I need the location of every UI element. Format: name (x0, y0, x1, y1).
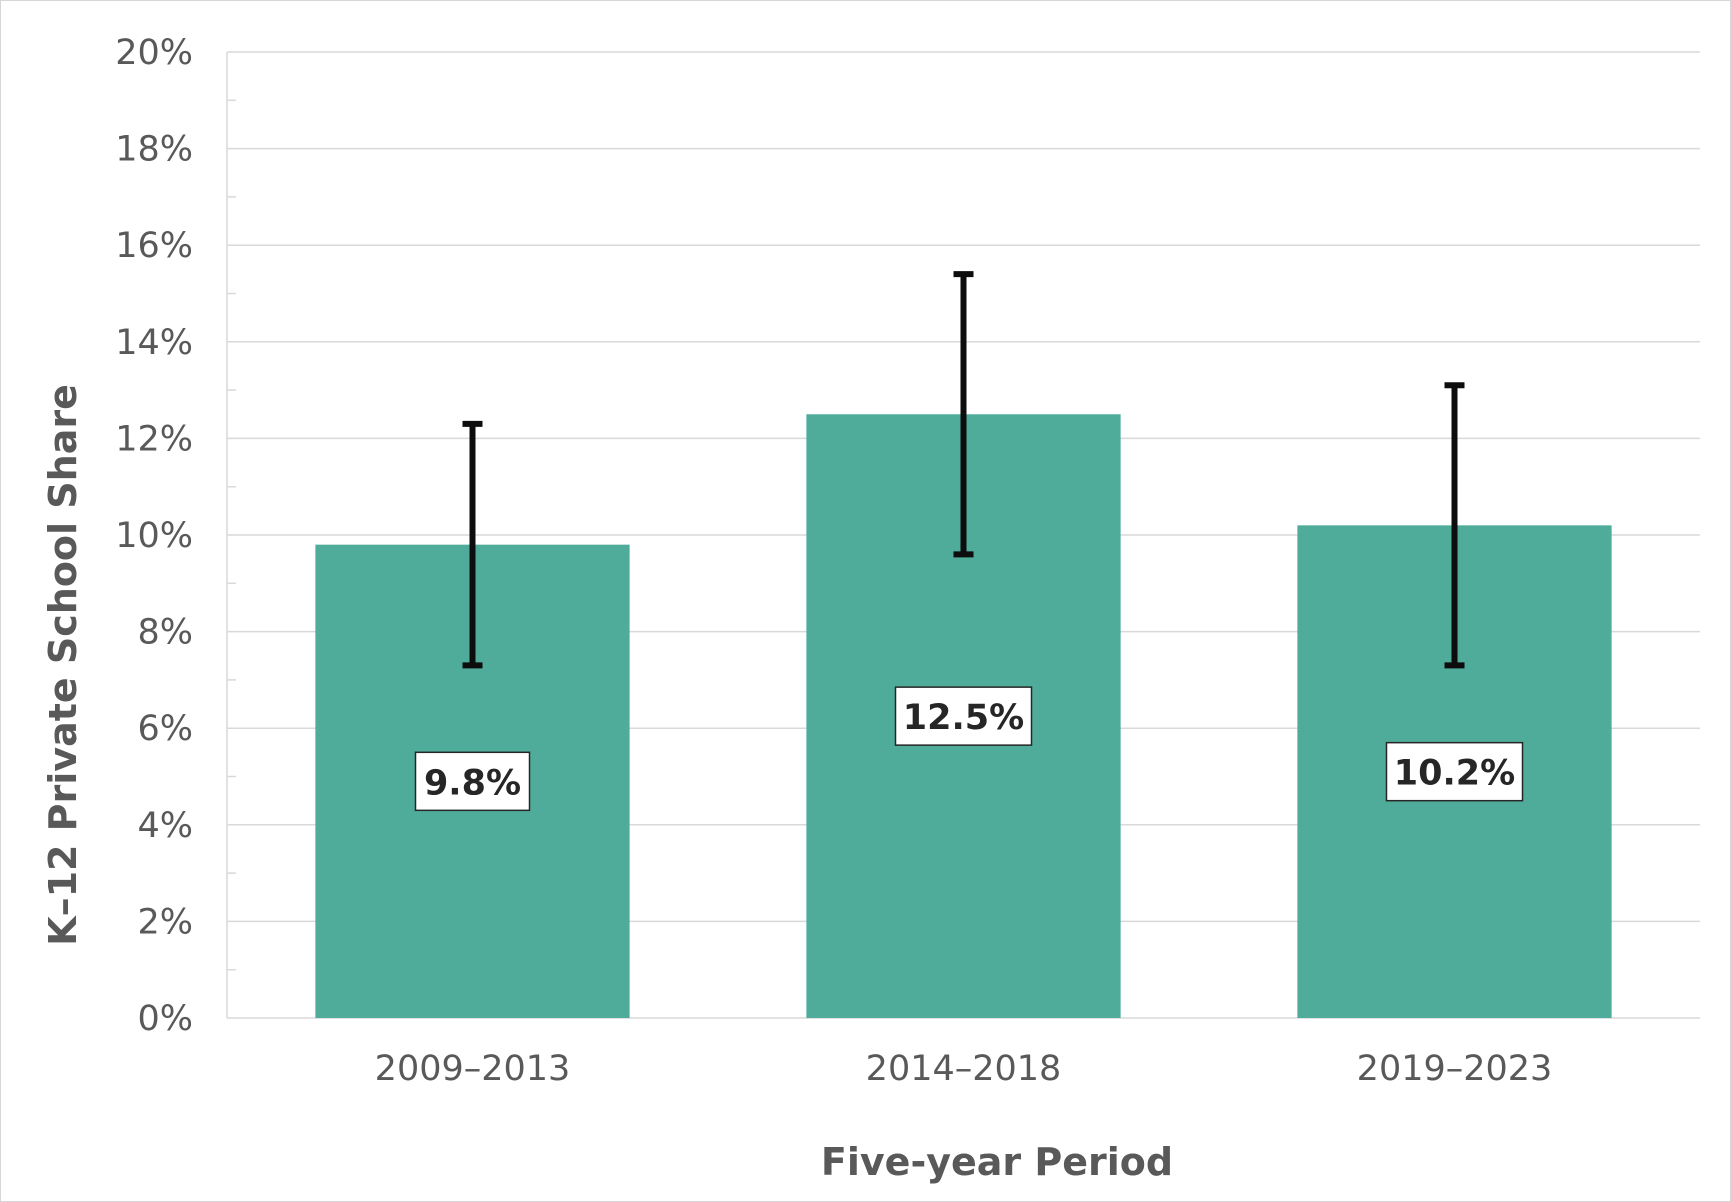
y-tick-label: 16% (115, 226, 193, 266)
error-bars (462, 271, 1465, 669)
data-label: 9.8% (424, 763, 521, 803)
y-tick-label: 12% (115, 419, 193, 459)
y-tick-label: 8% (137, 613, 193, 653)
data-label: 12.5% (903, 698, 1024, 738)
data-label: 10.2% (1394, 754, 1515, 794)
y-tick-label: 0% (137, 999, 193, 1039)
y-tick-label: 2% (137, 902, 193, 942)
data-label-box (1385, 741, 1524, 802)
tick-labels: 0% 2% 4% 6% 8% 10% 12% 14% 16% 18% 20% 2009–2013 201… (115, 33, 1552, 1089)
y-tick-label: 4% (137, 806, 193, 846)
y-tick-label: 20% (115, 33, 193, 73)
data-label-box (894, 686, 1033, 746)
y-tick-label: 18% (115, 130, 193, 170)
x-tick-label: 2019–2023 (1357, 1049, 1553, 1089)
x-tick-label: 2014–2018 (866, 1049, 1062, 1089)
error-bar (1444, 382, 1465, 669)
x-axis-title: Five-year Period (821, 1140, 1173, 1184)
y-tick-label: 6% (137, 709, 193, 749)
y-tick-label: 10% (115, 516, 193, 556)
error-bar (953, 271, 974, 558)
data-label-box (414, 751, 531, 812)
x-tick-label: 2009–2013 (375, 1049, 571, 1089)
y-axis-title: K–12 Private School Share (41, 384, 85, 946)
data-labels: 9.8% 12.5% 10.2% (414, 686, 1524, 812)
error-bar (462, 420, 483, 669)
y-tick-label: 14% (115, 323, 193, 363)
